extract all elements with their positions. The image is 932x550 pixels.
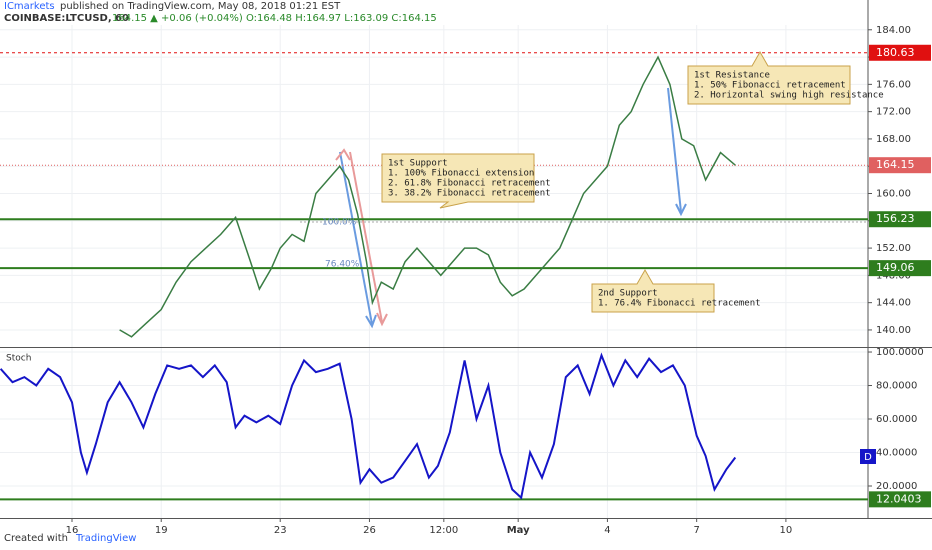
x-tick-label: 16 [66,525,79,536]
annotation-text: 2. Horizontal swing high resistance [694,91,884,101]
x-tick-label: 23 [274,525,287,536]
level-label-bg [869,157,931,174]
publisher[interactable]: ICmarkets [4,1,55,12]
x-tick-label: May [507,525,530,536]
annotation-text: 2nd Support [598,289,658,299]
level-label: 149.06 [876,261,915,274]
level-label-bg [869,44,931,61]
x-tick-label: 7 [693,525,699,536]
y-tick-label: 172.00 [876,107,911,118]
y-tick-label: 176.00 [876,79,911,90]
level-label: 164.15 [876,158,915,171]
published: published on TradingView.com, May 08, 20… [60,1,341,12]
x-tick-label: 4 [604,525,610,536]
annotation-text: 1. 50% Fibonacci retracement [694,81,846,91]
symbol: COINBASE:LTCUSD, 60 [4,13,129,24]
y-tick-label: 168.00 [876,134,911,145]
y-tick-label: 144.00 [876,298,911,309]
footer-brand[interactable]: TradingView [75,533,136,544]
x-tick-label: 19 [155,525,168,536]
y-tick-label: 60.0000 [876,414,917,425]
series-line [0,352,737,500]
y-tick-label: 40.0000 [876,448,917,459]
level-label: 12.0403 [876,492,922,505]
annotation-text: 1st Resistance [694,71,770,81]
stoch-label: Stoch [6,354,31,364]
series-marker-bg [860,449,876,464]
fib-label: 76.40% [325,260,360,270]
level-label-bg [869,491,931,508]
y-tick-label: 140.00 [876,325,911,336]
x-tick-label: 12:00 [429,525,458,536]
annotation-text: 1. 76.4% Fibonacci retracement [598,299,761,309]
annotation-text: 1. 100% Fibonacci extension [388,169,534,179]
annotation-box [591,268,715,313]
y-tick-label: 184.00 [876,25,911,36]
series-line [119,55,736,338]
level-label-bg [869,211,931,228]
annotation-box [687,50,851,105]
x-tick-label: 26 [363,525,376,536]
quote: 164.15 ▲ +0.06 (+0.04%) O:164.48 H:164.9… [112,13,437,24]
annotation-text: 3. 38.2% Fibonacci retracement [388,189,551,199]
series-marker: D [864,452,872,463]
y-tick-label: 20.0000 [876,481,917,492]
level-label-bg [869,260,931,277]
fib-label: 100.0% [322,218,357,228]
level-label: 180.63 [876,46,915,59]
footer-created: Created with [4,533,68,544]
annotation-text: 1st Support [388,159,448,169]
x-tick-label: 10 [780,525,793,536]
y-tick-label: 160.00 [876,189,911,200]
annotation-text: 2. 61.8% Fibonacci retracement [388,179,551,189]
y-tick-label: 80.0000 [876,381,917,392]
level-label: 156.23 [876,212,915,225]
y-tick-label: 152.00 [876,243,911,254]
annotation-box [381,153,535,209]
y-tick-label: 100.0000 [876,347,924,358]
